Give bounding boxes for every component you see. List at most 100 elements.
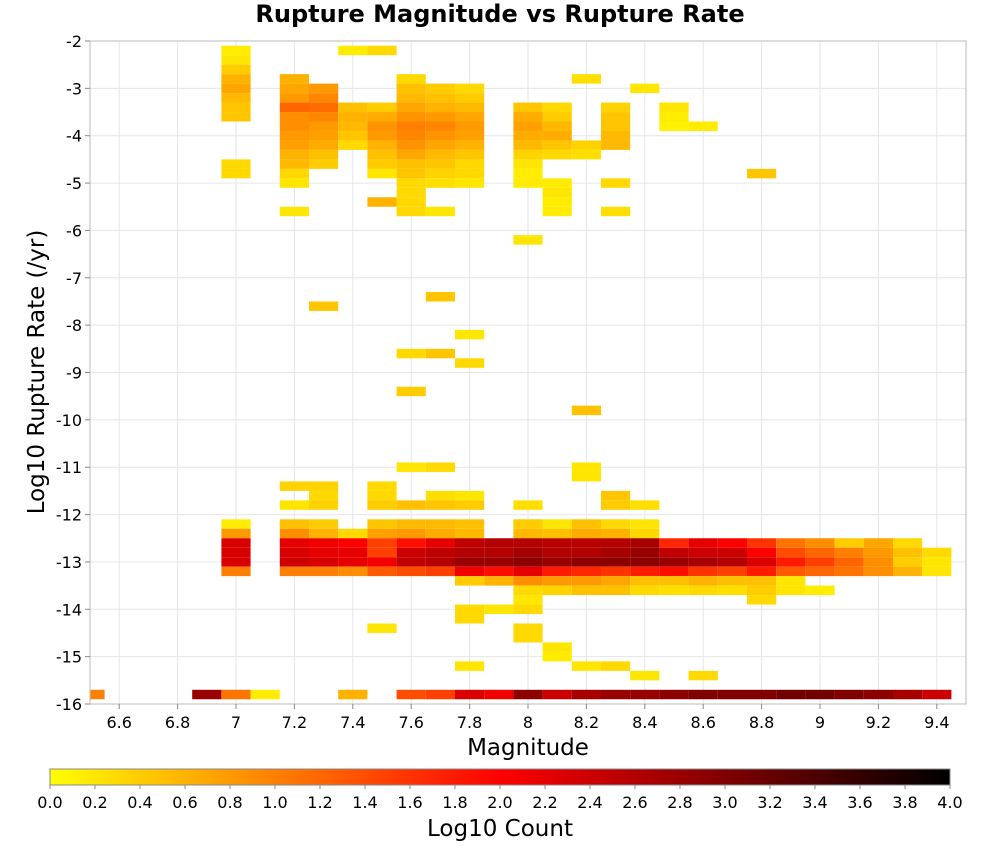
- heatmap-cell: [630, 83, 660, 94]
- colorbar-tick-label: 1.2: [307, 793, 332, 812]
- heatmap-cell: [659, 585, 689, 596]
- heatmap-cell: [455, 159, 485, 169]
- heatmap-cell: [425, 83, 455, 94]
- heatmap-cell: [338, 547, 368, 558]
- y-tick-label: -4: [66, 127, 82, 146]
- heatmap-cell: [571, 547, 601, 558]
- y-tick-label: -10: [56, 411, 82, 430]
- heatmap-cell: [630, 519, 660, 529]
- heatmap-cell: [396, 689, 426, 700]
- heatmap-cell: [776, 576, 806, 586]
- heatmap-cell: [367, 557, 397, 567]
- heatmap-cell: [250, 689, 280, 700]
- y-tick-label: -2: [66, 32, 82, 51]
- heatmap-cell: [747, 566, 777, 577]
- heatmap-cell: [688, 121, 718, 131]
- heatmap-cell: [513, 604, 543, 615]
- heatmap-cell: [455, 528, 485, 539]
- heatmap-cell: [455, 83, 485, 94]
- heatmap-cell: [425, 140, 455, 150]
- x-tick-label: 9.4: [924, 713, 949, 732]
- heatmap-cell: [425, 689, 455, 700]
- heatmap-cell: [425, 538, 455, 548]
- heatmap-cell: [396, 386, 426, 397]
- heatmap-cell: [513, 235, 543, 245]
- heatmap-cell: [922, 689, 952, 700]
- heatmap-cell: [630, 566, 660, 577]
- heatmap-cell: [484, 547, 514, 558]
- heatmap-cell: [601, 112, 631, 122]
- heatmap-cell: [776, 538, 806, 548]
- x-tick-label: 7.4: [340, 713, 365, 732]
- heatmap-cell: [396, 187, 426, 198]
- heatmap-cell: [630, 500, 660, 510]
- heatmap-cell: [455, 358, 485, 368]
- heatmap-cell: [455, 538, 485, 548]
- heatmap-cell: [805, 557, 835, 567]
- heatmap-cell: [542, 121, 572, 131]
- heatmap-cell: [309, 547, 339, 558]
- heatmap-cell: [367, 168, 397, 179]
- heatmap-cell: [863, 566, 893, 577]
- heatmap-cell: [425, 291, 455, 302]
- heatmap-cell: [513, 140, 543, 150]
- heatmap-cell: [542, 566, 572, 577]
- heatmap-cell: [367, 140, 397, 150]
- heatmap-cell: [338, 121, 368, 131]
- heatmap-cell: [630, 576, 660, 586]
- heatmap-cell: [863, 538, 893, 548]
- heatmap-cell: [367, 566, 397, 577]
- heatmap-cell: [893, 566, 923, 577]
- heatmap-cell: [192, 689, 222, 700]
- heatmap-cell: [279, 481, 309, 491]
- x-tick-label: 7.8: [457, 713, 482, 732]
- heatmap-cell: [367, 481, 397, 491]
- heatmap-cell: [513, 519, 543, 529]
- heatmap-cell: [630, 528, 660, 539]
- heatmap-cell: [425, 121, 455, 131]
- heatmap-cell: [455, 178, 485, 188]
- heatmap-cell: [367, 197, 397, 207]
- heatmap-cell: [396, 557, 426, 567]
- y-tick-label: -12: [56, 506, 82, 525]
- heatmap-cell: [542, 689, 572, 700]
- heatmap-cell: [279, 566, 309, 577]
- x-tick-label: 9.2: [866, 713, 891, 732]
- heatmap-cell: [601, 500, 631, 510]
- heatmap-cell: [279, 149, 309, 160]
- heatmap-cell: [367, 519, 397, 529]
- heatmap-cell: [309, 130, 339, 141]
- heatmap-cell: [688, 585, 718, 596]
- heatmap-cell: [309, 93, 339, 103]
- heatmap-cell: [425, 490, 455, 501]
- heatmap-cell: [717, 557, 747, 567]
- heatmap-cell: [571, 140, 601, 150]
- heatmap-cell: [717, 547, 747, 558]
- heatmap-cell: [221, 102, 251, 113]
- heatmap-cell: [688, 557, 718, 567]
- colorbar-tick-label: 0.2: [82, 793, 107, 812]
- heatmap-cell: [717, 566, 747, 577]
- colorbar: [49, 768, 951, 786]
- colorbar-tick-label: 0.6: [172, 793, 197, 812]
- heatmap-cell: [542, 538, 572, 548]
- heatmap-cell: [542, 197, 572, 207]
- heatmap-cell: [367, 149, 397, 160]
- heatmap-cell: [630, 670, 660, 681]
- heatmap-cell: [747, 595, 777, 605]
- heatmap-cell: [396, 547, 426, 558]
- heatmap-cell: [221, 159, 251, 169]
- heatmap-cell: [425, 519, 455, 529]
- heatmap-cell: [338, 112, 368, 122]
- heatmap-cell: [221, 168, 251, 179]
- heatmap-cell: [601, 576, 631, 586]
- heatmap-cell: [601, 557, 631, 567]
- heatmap-cell: [542, 102, 572, 113]
- heatmap-cell: [396, 206, 426, 217]
- heatmap-cell: [279, 112, 309, 122]
- heatmap-cell: [542, 651, 572, 662]
- heatmap-cell: [309, 519, 339, 529]
- heatmap-cell: [455, 112, 485, 122]
- heatmap-cell: [90, 689, 105, 700]
- heatmap-cell: [513, 159, 543, 169]
